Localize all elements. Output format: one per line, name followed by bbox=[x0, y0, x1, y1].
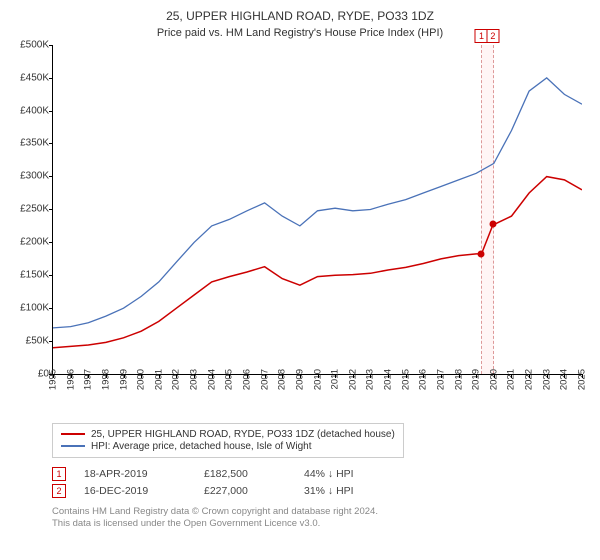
series-line-red bbox=[53, 176, 582, 347]
x-axis-tick-label: 2012 bbox=[347, 369, 358, 390]
x-axis-tick-label: 2011 bbox=[330, 369, 341, 389]
transaction-badge: 2 bbox=[52, 484, 66, 498]
x-axis-tick-label: 2020 bbox=[488, 369, 499, 390]
y-axis-tick-label: £250K bbox=[11, 204, 49, 215]
transaction-hpi-delta: 44% ↓ HPI bbox=[304, 468, 354, 480]
transaction-badge: 1 bbox=[52, 467, 66, 481]
chart-title: 25, UPPER HIGHLAND ROAD, RYDE, PO33 1DZ bbox=[14, 8, 586, 25]
x-axis-tick-label: 2013 bbox=[365, 369, 376, 390]
table-row: 2 16-DEC-2019 £227,000 31% ↓ HPI bbox=[52, 484, 586, 498]
x-axis-tick-label: 1997 bbox=[83, 369, 94, 390]
legend-label: 25, UPPER HIGHLAND ROAD, RYDE, PO33 1DZ … bbox=[91, 429, 395, 440]
data-marker bbox=[489, 221, 496, 228]
x-axis-tick-label: 2007 bbox=[259, 369, 270, 390]
x-axis-tick-label: 2025 bbox=[577, 369, 588, 390]
x-axis-tick-label: 2002 bbox=[171, 369, 182, 390]
x-axis-tick-label: 2006 bbox=[241, 369, 252, 390]
series-line-blue bbox=[53, 78, 582, 328]
footer-attribution: Contains HM Land Registry data © Crown c… bbox=[52, 506, 586, 531]
x-axis-tick-label: 2005 bbox=[224, 369, 235, 390]
x-axis-tick-label: 1996 bbox=[65, 369, 76, 390]
transaction-hpi-delta: 31% ↓ HPI bbox=[304, 485, 354, 497]
transaction-price: £182,500 bbox=[204, 468, 304, 480]
transactions-table: 1 18-APR-2019 £182,500 44% ↓ HPI 2 16-DE… bbox=[52, 467, 586, 498]
legend-label: HPI: Average price, detached house, Isle… bbox=[91, 441, 312, 452]
x-axis-tick-label: 2021 bbox=[506, 369, 517, 390]
transaction-date: 18-APR-2019 bbox=[84, 468, 204, 480]
line-svg bbox=[53, 45, 582, 374]
x-axis-tick-label: 2022 bbox=[524, 369, 535, 390]
table-row: 1 18-APR-2019 £182,500 44% ↓ HPI bbox=[52, 467, 586, 481]
x-axis-tick-label: 1998 bbox=[100, 369, 111, 390]
legend-item: HPI: Average price, detached house, Isle… bbox=[61, 441, 395, 452]
legend-swatch-blue bbox=[61, 445, 85, 447]
plot-area: £0£50K£100K£150K£200K£250K£300K£350K£400… bbox=[52, 45, 582, 375]
x-axis-tick-label: 2016 bbox=[418, 369, 429, 390]
x-axis-tick-label: 2003 bbox=[189, 369, 200, 390]
y-axis-tick-label: £450K bbox=[11, 72, 49, 83]
y-axis-tick-label: £150K bbox=[11, 270, 49, 281]
transaction-price: £227,000 bbox=[204, 485, 304, 497]
footer-line: This data is licensed under the Open Gov… bbox=[52, 518, 586, 530]
x-axis-tick-label: 2008 bbox=[277, 369, 288, 390]
annotation-label: 2 bbox=[486, 29, 499, 43]
x-axis-tick-label: 2017 bbox=[435, 369, 446, 390]
y-axis-tick-label: £500K bbox=[11, 39, 49, 50]
x-axis-tick-label: 2000 bbox=[136, 369, 147, 390]
x-axis-tick-label: 2019 bbox=[471, 369, 482, 390]
chart-subtitle: Price paid vs. HM Land Registry's House … bbox=[14, 27, 586, 39]
transaction-date: 16-DEC-2019 bbox=[84, 485, 204, 497]
y-axis-tick-label: £400K bbox=[11, 105, 49, 116]
y-axis-tick-label: £350K bbox=[11, 138, 49, 149]
x-axis-tick-label: 2010 bbox=[312, 369, 323, 390]
chart-container: 25, UPPER HIGHLAND ROAD, RYDE, PO33 1DZ … bbox=[0, 0, 600, 560]
x-axis-tick-label: 2009 bbox=[294, 369, 305, 390]
data-marker bbox=[478, 250, 485, 257]
y-axis-tick-label: £50K bbox=[11, 335, 49, 346]
footer-line: Contains HM Land Registry data © Crown c… bbox=[52, 506, 586, 518]
y-axis-tick-label: £200K bbox=[11, 237, 49, 248]
x-axis-tick-label: 2004 bbox=[206, 369, 217, 390]
x-axis-tick-label: 1995 bbox=[48, 369, 59, 390]
x-axis-tick-label: 2018 bbox=[453, 369, 464, 390]
x-axis-tick-label: 2023 bbox=[541, 369, 552, 390]
y-axis-tick-label: £100K bbox=[11, 302, 49, 313]
legend-swatch-red bbox=[61, 433, 85, 435]
x-axis-tick-label: 2001 bbox=[153, 369, 164, 390]
x-axis-tick-label: 2014 bbox=[383, 369, 394, 390]
x-axis-tick-label: 2015 bbox=[400, 369, 411, 390]
y-axis-tick-label: £300K bbox=[11, 171, 49, 182]
x-axis-tick-label: 2024 bbox=[559, 369, 570, 390]
legend-item: 25, UPPER HIGHLAND ROAD, RYDE, PO33 1DZ … bbox=[61, 429, 395, 440]
chart-area: £0£50K£100K£150K£200K£250K£300K£350K£400… bbox=[52, 45, 582, 415]
legend-box: 25, UPPER HIGHLAND ROAD, RYDE, PO33 1DZ … bbox=[52, 423, 404, 458]
x-axis-tick-label: 1999 bbox=[118, 369, 129, 390]
y-axis-tick-label: £0 bbox=[11, 368, 49, 379]
